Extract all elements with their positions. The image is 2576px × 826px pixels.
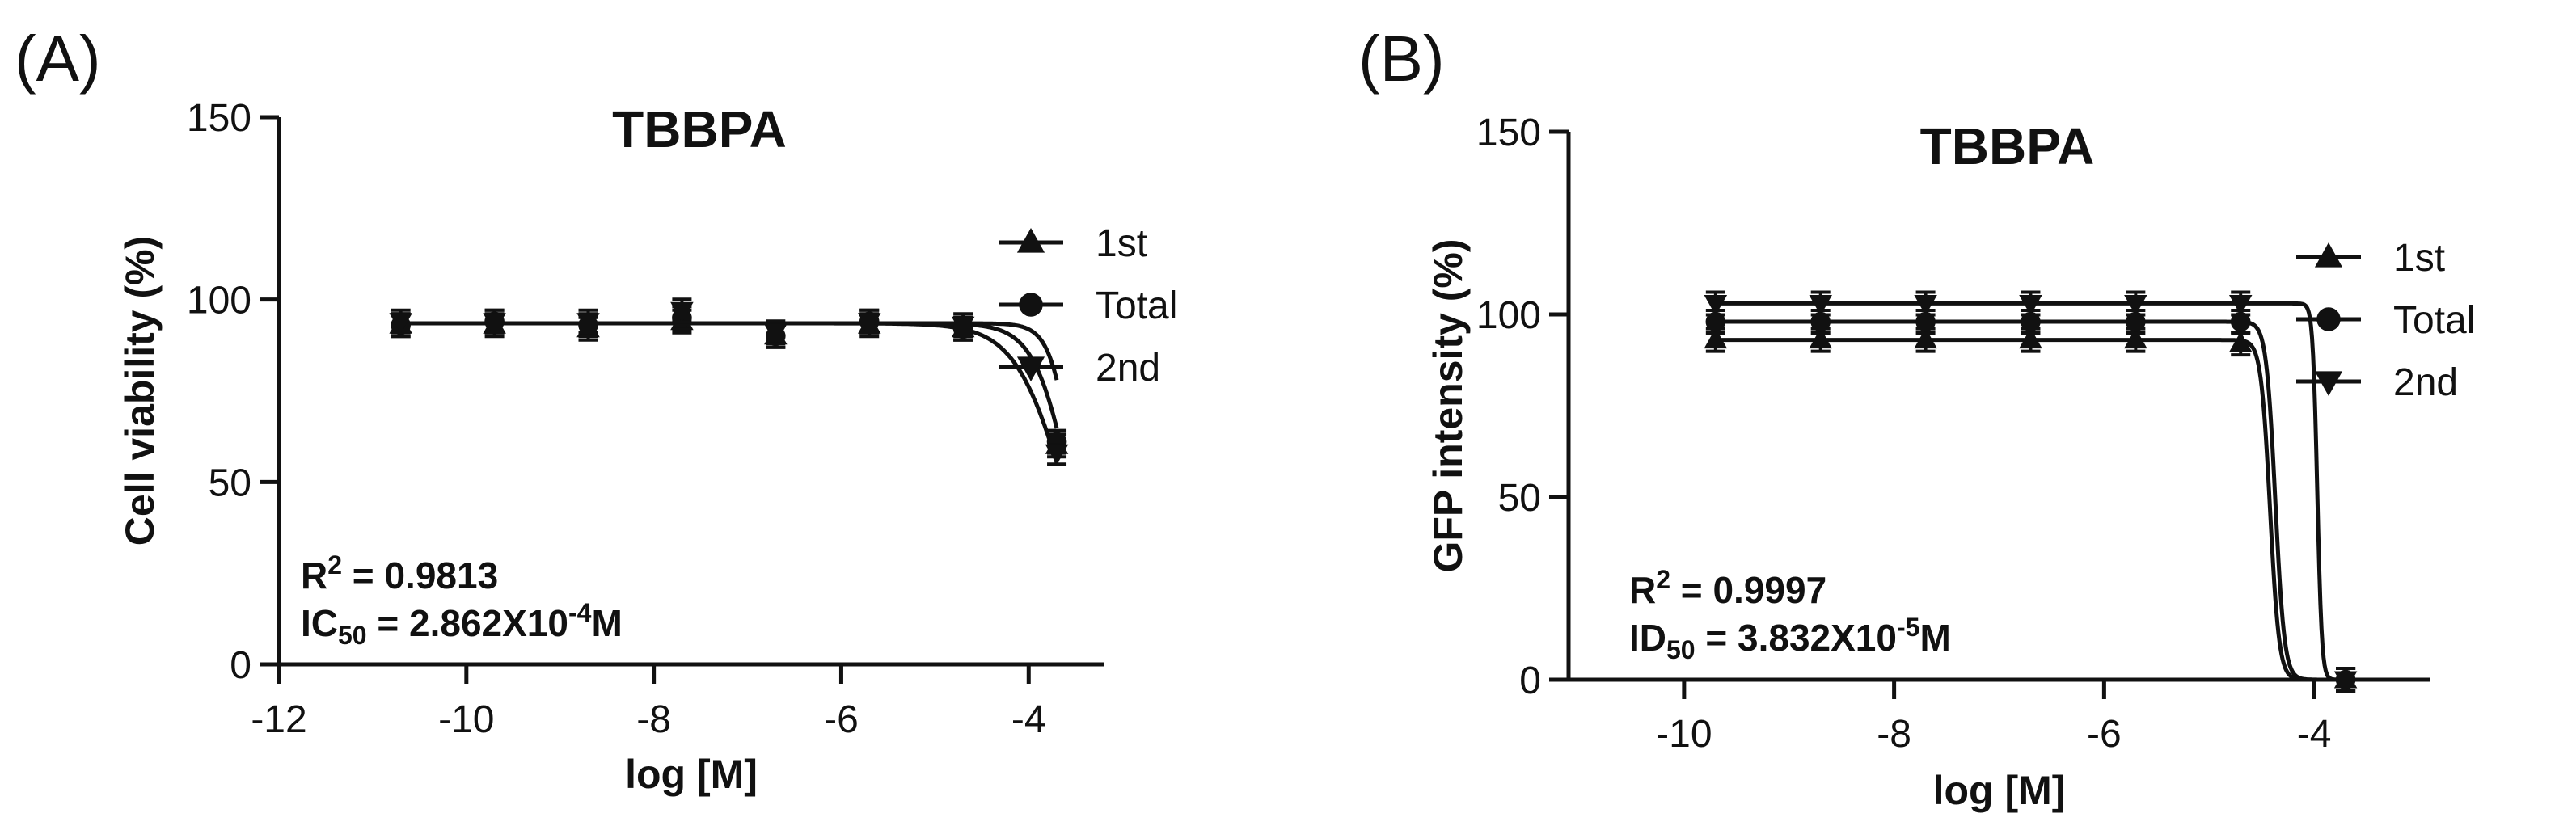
- panel-a-point-2nd: [670, 301, 694, 323]
- panel-a-fit-curve-1st: [400, 321, 1059, 464]
- panel-b-legend-label-2nd: 2nd: [2393, 361, 2458, 404]
- panel-a-legend-marker-2nd: [1016, 356, 1045, 381]
- panel-a-x-tick-label: -6: [824, 698, 859, 741]
- panel-b-point-total: [1915, 311, 1936, 332]
- panel-b-point-1st: [1914, 327, 1937, 349]
- panel-b-axes: 0 50 100 150 -10 -8 -6 -4: [1476, 112, 2430, 756]
- panel-a-point-2nd: [389, 313, 412, 334]
- panel-a-title: TBBPA: [612, 100, 787, 158]
- panel-a-y-tick-label: 0: [230, 644, 251, 687]
- panel-b-x-tick-label: -6: [2087, 713, 2122, 756]
- panel-a-legend-label-total: Total: [1096, 284, 1177, 327]
- panel-a-fit-curves: [400, 321, 1059, 464]
- panel-a-point-2nd: [951, 316, 975, 338]
- panel-b-point-1st: [1809, 327, 1832, 349]
- panel-b-y-tick-label: 50: [1498, 477, 1541, 520]
- panel-a: (A) TBBPA Cell viability (%) log [M] 0 50…: [15, 23, 1177, 797]
- panel-b-y-axis-label: GFP intensity (%): [1425, 238, 1471, 572]
- panel-a-y-axis-label: Cell viability (%): [117, 236, 163, 546]
- panel-a-data-points: [389, 297, 1069, 466]
- panel-b-x-axis-label: log [M]: [1933, 768, 2066, 813]
- panel-b-x-tick-label: -8: [1877, 713, 1911, 756]
- panel-a-annotation-r-squared: R2 = 0.9813: [301, 550, 498, 596]
- panel-b-point-2nd: [2124, 294, 2147, 316]
- panel-b-point-2nd: [1809, 294, 1832, 316]
- panel-b-point-2nd: [2333, 671, 2358, 692]
- panel-a-point-2nd: [483, 313, 506, 334]
- panel-a-legend-marker-1st: [1016, 228, 1045, 253]
- panel-a-x-axis-label: log [M]: [625, 752, 758, 797]
- panel-a-x-tick-label: -10: [438, 698, 494, 741]
- panel-a-x-tick-label: -8: [636, 698, 671, 741]
- panel-a-y-tick-label: 100: [187, 280, 251, 322]
- panel-b-legend-marker-1st: [2314, 242, 2343, 268]
- panel-b-annotation-r-squared: R2 = 0.9997: [1629, 565, 1826, 611]
- panel-a-x-tick-label: -12: [251, 698, 306, 741]
- panel-b-point-total: [2230, 311, 2251, 332]
- panel-b-label: (B): [1358, 23, 1445, 95]
- panel-a-legend-label-2nd: 2nd: [1096, 347, 1160, 390]
- panel-b-point-2nd: [2019, 294, 2042, 316]
- panel-b-y-tick-label: 150: [1476, 112, 1541, 154]
- panel-b-point-1st: [2019, 327, 2042, 349]
- panel-a-legend-marker-total: [1019, 293, 1043, 317]
- panel-b-legend-label-total: Total: [2393, 299, 2475, 342]
- panel-a-annotation-fit-value: IC50 = 2.862X10-4M: [301, 598, 623, 650]
- panel-b-data-points: [1704, 290, 2358, 693]
- panel-b-x-tick-label: -10: [1656, 713, 1712, 756]
- panel-b: (B) TBBPA GFP intensity (%) log [M] 0 50 1…: [1358, 23, 2475, 813]
- panel-a-y-tick-label: 150: [187, 97, 251, 140]
- panel-a-label: (A): [15, 23, 101, 95]
- panel-b-point-total: [1705, 311, 1726, 332]
- panel-b-point-1st: [2124, 327, 2147, 349]
- panel-b-point-2nd: [2228, 294, 2253, 316]
- panel-b-legend-marker-total: [2316, 307, 2341, 331]
- panel-b-legend: 1st Total 2nd: [2296, 237, 2475, 404]
- panel-a-legend: 1st Total 2nd: [999, 222, 1177, 390]
- panel-b-point-total: [2126, 311, 2146, 332]
- panel-b-point-total: [1810, 311, 1831, 332]
- panel-b-legend-marker-2nd: [2314, 371, 2343, 396]
- panel-b-y-tick-label: 0: [1519, 660, 1541, 702]
- panel-a-x-tick-label: -4: [1011, 698, 1046, 741]
- panel-a-point-2nd: [857, 313, 881, 334]
- panel-b-point-total: [2021, 311, 2041, 332]
- panel-a-fit-curve-2nd: [400, 321, 1059, 381]
- panel-b-point-1st: [2228, 331, 2253, 352]
- panel-b-legend-label-1st: 1st: [2393, 237, 2445, 280]
- panel-b-title: TBBPA: [1920, 117, 2095, 175]
- panel-b-y-tick-label: 100: [1476, 294, 1541, 337]
- panel-b-annotation-fit-value: ID50 = 3.832X10-5M: [1629, 613, 1951, 664]
- panel-a-point-2nd: [764, 323, 788, 345]
- panel-a-legend-label-1st: 1st: [1096, 222, 1147, 265]
- panel-b-point-2nd: [1704, 294, 1728, 316]
- panel-a-axes: 0 50 100 150 -12 -10 -8 -6 -4: [187, 97, 1104, 741]
- panel-b-point-2nd: [1914, 294, 1937, 316]
- panel-a-point-2nd: [1045, 444, 1069, 466]
- panel-a-point-2nd: [576, 313, 600, 334]
- panel-b-point-1st: [1704, 327, 1728, 349]
- panel-b-x-tick-label: -4: [2297, 713, 2332, 756]
- panel-a-y-tick-label: 50: [209, 461, 251, 504]
